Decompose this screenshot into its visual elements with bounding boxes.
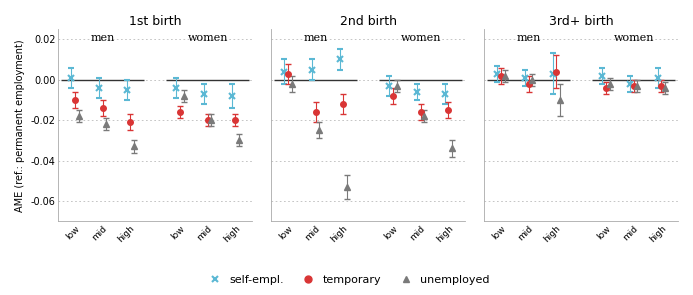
Title: 1st birth: 1st birth bbox=[129, 15, 182, 28]
Text: women: women bbox=[188, 33, 228, 42]
Text: men: men bbox=[90, 33, 115, 42]
Text: men: men bbox=[304, 33, 328, 42]
Text: women: women bbox=[613, 33, 654, 42]
Legend: self-empl., temporary, unemployed: self-empl., temporary, unemployed bbox=[199, 271, 494, 289]
Text: men: men bbox=[516, 33, 541, 42]
Title: 2nd birth: 2nd birth bbox=[340, 15, 396, 28]
Title: 3rd+ birth: 3rd+ birth bbox=[549, 15, 613, 28]
Y-axis label: AME (ref.: permanent employment): AME (ref.: permanent employment) bbox=[15, 39, 25, 212]
Text: women: women bbox=[401, 33, 441, 42]
